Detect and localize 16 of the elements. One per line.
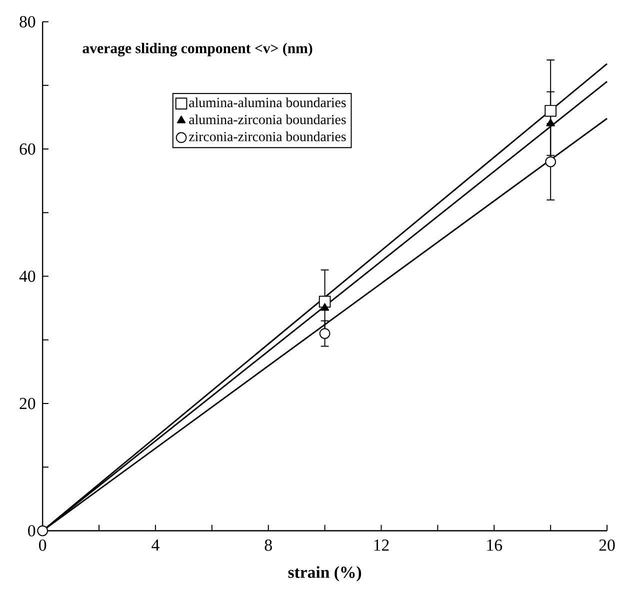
legend-label: zirconia-zirconia boundaries bbox=[189, 131, 346, 142]
x-tick-label: 4 bbox=[152, 539, 160, 550]
x-tick-label: 16 bbox=[487, 539, 502, 551]
y-tick-label: 40 bbox=[19, 270, 36, 282]
annotation: average sliding component <v> (nm) bbox=[82, 42, 312, 56]
x-tick-label: 0 bbox=[39, 539, 46, 551]
y-tick-label: 60 bbox=[20, 143, 36, 155]
y-tick-label: 20 bbox=[20, 398, 36, 410]
x-tick-label: 8 bbox=[264, 539, 272, 551]
y-tick-label: 0 bbox=[28, 525, 36, 536]
y-tick-label: 80 bbox=[20, 16, 36, 28]
legend-label: alumina-zirconia boundaries bbox=[189, 114, 346, 124]
legend-label: alumina-alumina boundaries bbox=[189, 97, 346, 108]
x-axis-title: strain (%) bbox=[288, 566, 362, 582]
x-tick-label: 12 bbox=[374, 539, 389, 551]
x-tick-label: 20 bbox=[599, 539, 615, 551]
